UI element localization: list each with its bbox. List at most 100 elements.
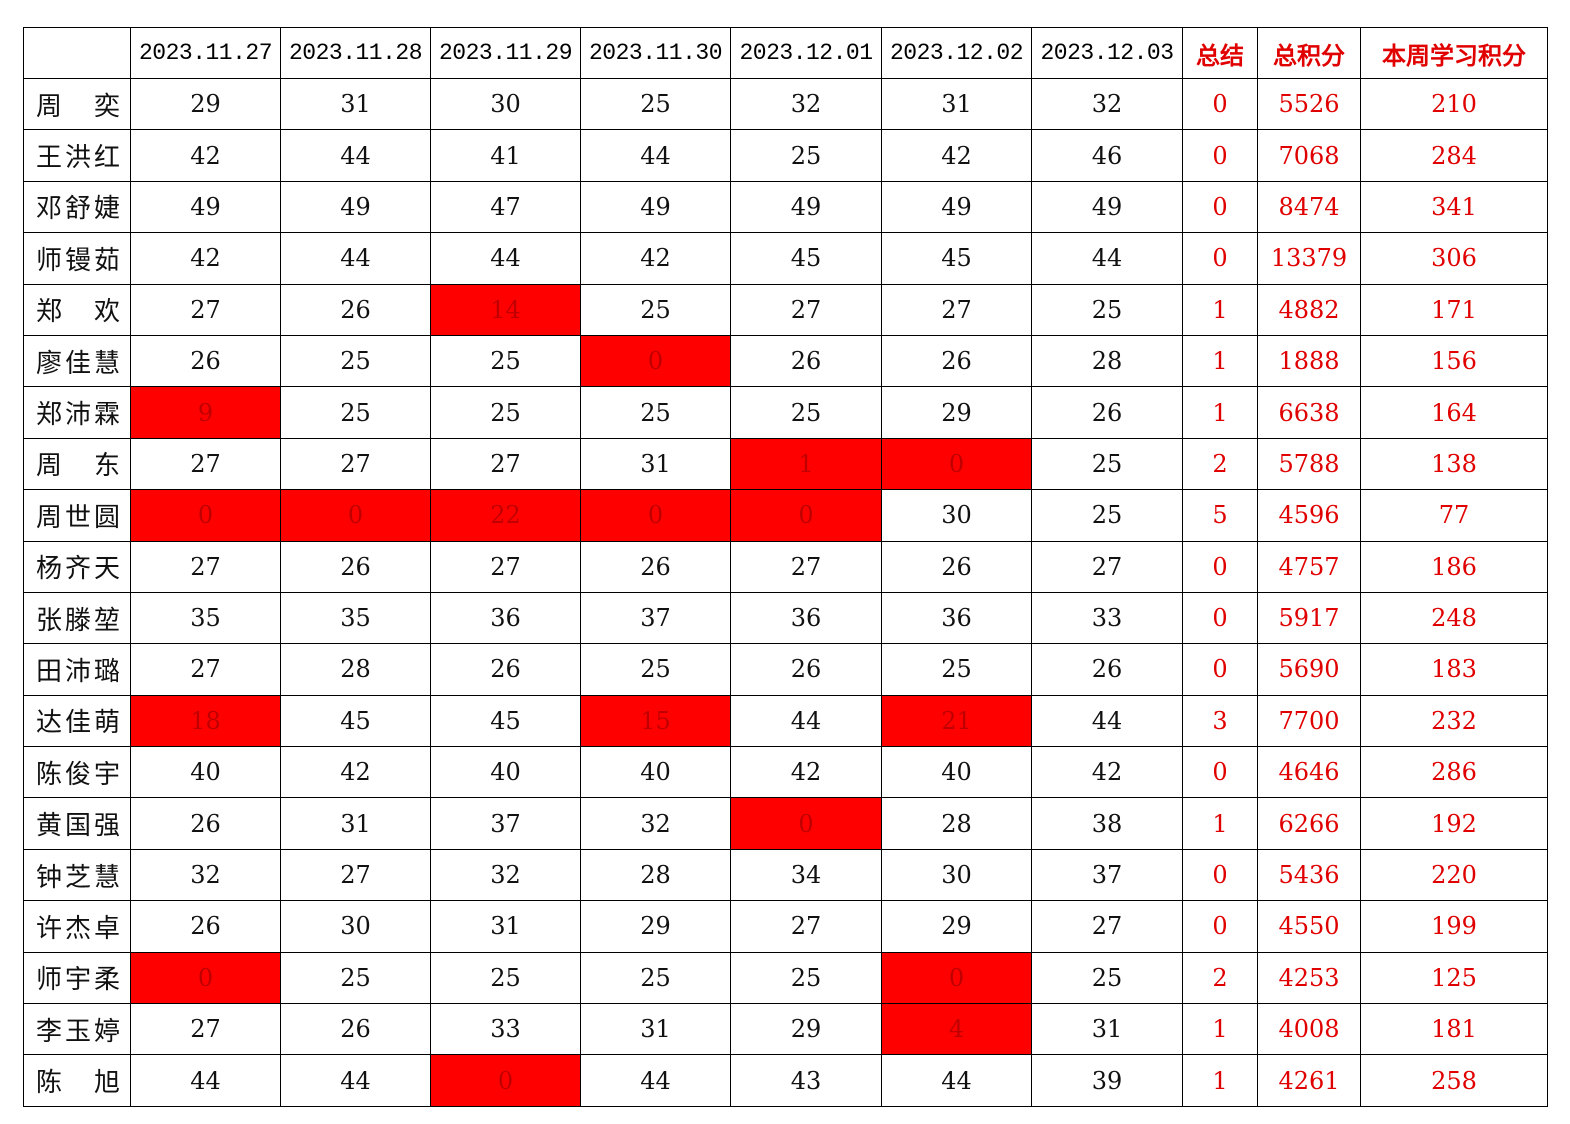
score-cell: 27 xyxy=(130,540,281,593)
score-cell-flagged: 0 xyxy=(730,489,882,542)
total-points-cell: 6638 xyxy=(1257,386,1361,439)
score-cell: 26 xyxy=(1031,643,1183,696)
weekly-points-cell: 210 xyxy=(1360,77,1548,131)
total-points-cell: 5436 xyxy=(1257,848,1361,902)
score-cell: 44 xyxy=(280,1054,431,1107)
score-cell: 36 xyxy=(881,591,1032,645)
score-cell: 42 xyxy=(1031,746,1183,799)
score-cell: 31 xyxy=(280,77,431,131)
weekly-points-cell: 77 xyxy=(1360,489,1548,542)
table-row: 郑沛霖 9 25 25 25 25 29 26 1 6638 164 xyxy=(23,386,1548,439)
score-cell-flagged: 15 xyxy=(580,694,731,748)
summary-cell: 0 xyxy=(1182,77,1258,131)
total-points-cell: 1888 xyxy=(1257,334,1361,388)
score-cell: 40 xyxy=(430,746,581,799)
score-cell: 27 xyxy=(1031,900,1183,953)
total-points-cell: 7068 xyxy=(1257,129,1361,182)
score-cell: 28 xyxy=(1031,334,1183,388)
summary-cell: 0 xyxy=(1182,848,1258,902)
weekly-points-cell: 181 xyxy=(1360,1003,1548,1056)
score-cell: 26 xyxy=(130,797,281,850)
student-name: 许杰卓 xyxy=(23,900,131,953)
summary-cell: 1 xyxy=(1182,797,1258,850)
score-table: 2023.11.27 2023.11.28 2023.11.29 2023.11… xyxy=(23,27,1548,1107)
score-cell: 26 xyxy=(580,540,731,593)
score-cell: 44 xyxy=(580,129,731,182)
score-cell: 25 xyxy=(1031,283,1183,336)
score-cell: 30 xyxy=(430,77,581,131)
table-row: 田沛璐 27 28 26 25 26 25 26 0 5690 183 xyxy=(23,643,1548,696)
date-header: 2023.12.03 xyxy=(1031,27,1183,79)
score-cell: 27 xyxy=(1031,540,1183,593)
score-cell: 31 xyxy=(280,797,431,850)
student-name: 田沛璐 xyxy=(23,643,131,696)
score-cell: 25 xyxy=(580,283,731,336)
score-cell: 27 xyxy=(130,643,281,696)
score-cell: 27 xyxy=(130,437,281,491)
total-points-cell: 4550 xyxy=(1257,900,1361,953)
score-cell: 25 xyxy=(730,951,882,1005)
student-name: 李玉婷 xyxy=(23,1003,131,1056)
weekly-points-cell: 164 xyxy=(1360,386,1548,439)
score-cell: 44 xyxy=(1031,694,1183,748)
score-cell: 33 xyxy=(1031,591,1183,645)
total-points-header: 总积分 xyxy=(1257,27,1361,79)
score-cell: 39 xyxy=(1031,1054,1183,1107)
student-name: 郑 欢 xyxy=(23,283,131,336)
score-cell: 32 xyxy=(1031,77,1183,131)
score-cell: 25 xyxy=(430,386,581,439)
score-cell: 27 xyxy=(430,540,581,593)
total-points-cell: 5917 xyxy=(1257,591,1361,645)
weekly-points-cell: 156 xyxy=(1360,334,1548,388)
summary-cell: 1 xyxy=(1182,283,1258,336)
score-cell: 38 xyxy=(1031,797,1183,850)
score-cell: 49 xyxy=(1031,180,1183,234)
score-cell: 32 xyxy=(130,848,281,902)
score-cell: 26 xyxy=(430,643,581,696)
student-name: 廖佳慧 xyxy=(23,334,131,388)
table-row: 黄国强 26 31 37 32 0 28 38 1 6266 192 xyxy=(23,797,1548,850)
score-cell-flagged: 0 xyxy=(130,489,281,542)
summary-cell: 0 xyxy=(1182,746,1258,799)
weekly-points-cell: 306 xyxy=(1360,232,1548,285)
score-cell: 30 xyxy=(881,848,1032,902)
corner-cell xyxy=(23,27,131,79)
weekly-points-cell: 125 xyxy=(1360,951,1548,1005)
score-cell: 44 xyxy=(430,232,581,285)
score-cell: 25 xyxy=(580,386,731,439)
weekly-points-cell: 232 xyxy=(1360,694,1548,748)
score-cell: 36 xyxy=(730,591,882,645)
student-name: 师镘茹 xyxy=(23,232,131,285)
summary-cell: 0 xyxy=(1182,540,1258,593)
score-cell-flagged: 0 xyxy=(580,489,731,542)
student-name: 陈 旭 xyxy=(23,1054,131,1107)
table-row: 周世圆 0 0 22 0 0 30 25 5 4596 77 xyxy=(23,489,1548,542)
header-row: 2023.11.27 2023.11.28 2023.11.29 2023.11… xyxy=(23,27,1548,79)
score-cell: 44 xyxy=(881,1054,1032,1107)
score-cell: 25 xyxy=(1031,951,1183,1005)
score-cell: 37 xyxy=(1031,848,1183,902)
score-cell: 25 xyxy=(1031,437,1183,491)
score-cell: 27 xyxy=(130,1003,281,1056)
student-name: 黄国强 xyxy=(23,797,131,850)
score-cell-flagged: 0 xyxy=(430,1054,581,1107)
student-name: 周 奕 xyxy=(23,77,131,131)
student-name: 师宇柔 xyxy=(23,951,131,1005)
score-cell-flagged: 0 xyxy=(881,951,1032,1005)
score-cell: 49 xyxy=(280,180,431,234)
score-cell: 42 xyxy=(730,746,882,799)
summary-cell: 1 xyxy=(1182,334,1258,388)
student-name: 陈俊宇 xyxy=(23,746,131,799)
score-cell: 30 xyxy=(280,900,431,953)
student-name: 郑沛霖 xyxy=(23,386,131,439)
total-points-cell: 4261 xyxy=(1257,1054,1361,1107)
table-row: 郑 欢 27 26 14 25 27 27 25 1 4882 171 xyxy=(23,283,1548,336)
total-points-cell: 13379 xyxy=(1257,232,1361,285)
date-header: 2023.11.28 xyxy=(280,27,431,79)
score-cell: 49 xyxy=(730,180,882,234)
student-name: 邓舒婕 xyxy=(23,180,131,234)
score-cell: 42 xyxy=(881,129,1032,182)
summary-cell: 0 xyxy=(1182,129,1258,182)
score-cell-flagged: 22 xyxy=(430,489,581,542)
student-name: 周世圆 xyxy=(23,489,131,542)
